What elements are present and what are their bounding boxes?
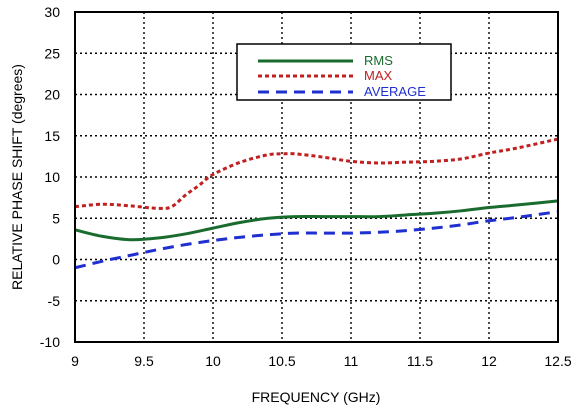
x-tick-label: 12	[481, 353, 497, 369]
legend-label-rms: RMS	[364, 53, 393, 68]
y-axis-label: RELATIVE PHASE SHIFT (degrees)	[9, 64, 25, 290]
x-tick-label: 10.5	[268, 353, 295, 369]
series-line-rms	[74, 199, 559, 242]
y-tick-label: 10	[44, 169, 60, 185]
y-tick-label: -10	[40, 334, 60, 350]
x-tick-label: 9	[71, 353, 79, 369]
x-tick-labels: 9 9.5 10 10.5 11 11.5 12 12.5	[71, 353, 572, 369]
x-tick-label: 10	[205, 353, 221, 369]
plot-frame	[74, 11, 559, 343]
x-axis-label: FREQUENCY (GHz)	[252, 389, 381, 405]
y-tick-label: 15	[44, 128, 60, 144]
legend-label-max: MAX	[364, 68, 393, 83]
series-line-max	[74, 137, 559, 210]
y-tick-label: 25	[44, 45, 60, 61]
legend-label-average: AVERAGE	[364, 84, 426, 99]
y-tick-label: 30	[44, 4, 60, 20]
series-layer	[74, 137, 559, 270]
y-tick-label: -5	[48, 293, 61, 309]
x-tick-label: 11	[344, 353, 359, 369]
x-tick-label: 12.5	[544, 353, 571, 369]
y-tick-labels: -10 -5 0 5 10 15 20 25 30	[40, 4, 60, 350]
y-tick-label: 20	[44, 87, 60, 103]
series-line-average	[74, 210, 559, 270]
x-tick-label: 11.5	[407, 353, 433, 369]
y-tick-label: 5	[52, 210, 60, 226]
legend-box	[236, 43, 452, 101]
y-tick-label: 0	[52, 252, 60, 268]
x-tick-label: 9.5	[134, 353, 154, 369]
